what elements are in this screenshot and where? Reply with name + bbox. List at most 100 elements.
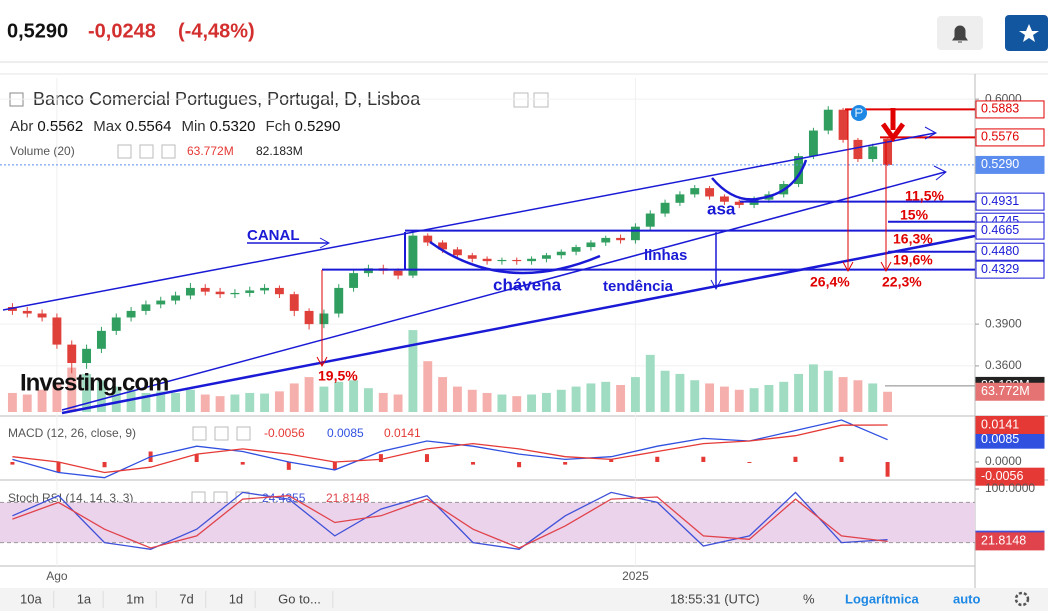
histogram-bar [471, 461, 476, 465]
volume-bar [7, 392, 17, 412]
candle-body [838, 109, 848, 140]
histogram-bar [655, 456, 660, 462]
volume-bar [452, 386, 462, 412]
axis-label: 0.0085 [981, 432, 1019, 446]
candle-body [660, 202, 670, 214]
axis-label-box [975, 532, 1045, 551]
arrow-head [842, 261, 854, 273]
candle-body [601, 237, 611, 243]
histogram-bar [378, 454, 383, 462]
settings-icon[interactable] [214, 426, 229, 441]
annotation: tendência [603, 278, 674, 295]
histogram-bar [424, 454, 429, 462]
settings-icon[interactable] [513, 92, 529, 108]
percent-toggle[interactable]: % [803, 591, 815, 606]
y-tick-label: 0.3600 [985, 358, 1022, 372]
volume-bar [438, 377, 448, 412]
range-button[interactable]: 1d [229, 591, 243, 606]
axis-label: 63.772M [981, 384, 1030, 398]
histogram-bar [102, 461, 107, 468]
histogram-bar [609, 459, 614, 462]
axis-label-box [975, 100, 1045, 119]
axis-label: 21.8148 [981, 534, 1026, 548]
handle-curve [711, 159, 808, 201]
candle-body [690, 188, 700, 195]
settings-icon[interactable] [192, 426, 207, 441]
axis-label-box [975, 242, 1045, 261]
volume-bar [423, 361, 433, 412]
settings-gear[interactable] [1014, 591, 1030, 607]
axis-label-box [975, 128, 1045, 147]
candle-body [556, 251, 566, 256]
x-tick-label: 2025 [622, 569, 649, 583]
axis-label: 0.4931 [981, 194, 1019, 208]
settings-icon[interactable] [533, 92, 549, 108]
volume-bar [304, 377, 314, 412]
percent-label: 26,4% [810, 274, 850, 290]
candle-body [868, 146, 878, 160]
axis-label-box [975, 260, 1045, 279]
volume-bar [67, 367, 77, 412]
candle-body [363, 268, 373, 274]
volume-ma-value: 82.183M [256, 144, 303, 158]
range-button[interactable]: Go to... [278, 591, 321, 606]
arrow-head [710, 279, 722, 291]
volume-bar [126, 389, 136, 412]
candle-body [527, 258, 537, 262]
axis-label: 0.5576 [981, 130, 1019, 144]
volume-bar [96, 380, 106, 412]
axis-label: 0.4329 [981, 262, 1019, 276]
arrow-head [880, 261, 892, 273]
volume-bar [393, 394, 403, 412]
axis-label-box [975, 221, 1045, 240]
range-button[interactable]: 1a [77, 591, 92, 606]
volume-bar [245, 392, 255, 412]
settings-icon[interactable] [117, 144, 132, 159]
signal-value: 0.0141 [384, 426, 421, 440]
volume-bar [37, 389, 47, 412]
volume-bar [141, 392, 151, 412]
ohlc-name: Fch [266, 118, 291, 135]
settings-icon[interactable] [236, 426, 251, 441]
annotation: chávena [493, 275, 562, 294]
toolbar [0, 588, 1048, 611]
volume-bar [363, 388, 373, 412]
candle-body [230, 292, 240, 295]
volume-bar [200, 394, 210, 412]
volume-bar [719, 386, 729, 412]
cup-curve [429, 240, 601, 275]
stoch-title: Stoch RSI (14, 14, 3, 3) [8, 491, 133, 505]
indicator-line [12, 424, 888, 474]
range-button[interactable]: 7d [179, 591, 193, 606]
range-button[interactable]: 1m [126, 591, 144, 606]
change: -0,0248 [88, 20, 156, 42]
volume-bar [838, 377, 848, 412]
volume-bar [215, 396, 225, 412]
volume-bar [541, 392, 551, 412]
histogram-bar [793, 456, 798, 462]
percent-label: 11,5% [905, 188, 944, 204]
candle-body [734, 201, 744, 205]
candle-body [853, 139, 863, 160]
log-toggle[interactable]: Logarítmica [845, 591, 919, 606]
percent-label: 16,3% [893, 231, 933, 247]
settings-icon[interactable] [161, 144, 176, 159]
volume-bar [764, 385, 774, 412]
y-tick-label: 100.0000 [985, 481, 1035, 495]
auto-toggle[interactable]: auto [953, 591, 981, 606]
percent-label: 15% [900, 207, 929, 223]
settings-icon[interactable] [139, 144, 154, 159]
volume-bar [408, 330, 418, 412]
percent-label: 19,6% [893, 252, 933, 268]
volume-bar [630, 377, 640, 412]
annotation: asa [707, 199, 736, 218]
candle-body [171, 295, 181, 301]
candle-body [319, 313, 329, 325]
volume-bar [52, 383, 62, 412]
candle-body [200, 287, 210, 292]
axis-label: -0.0056 [981, 469, 1023, 483]
range-button[interactable]: 10a [20, 591, 42, 606]
arrow-head [924, 126, 938, 140]
channel-line [61, 171, 946, 411]
